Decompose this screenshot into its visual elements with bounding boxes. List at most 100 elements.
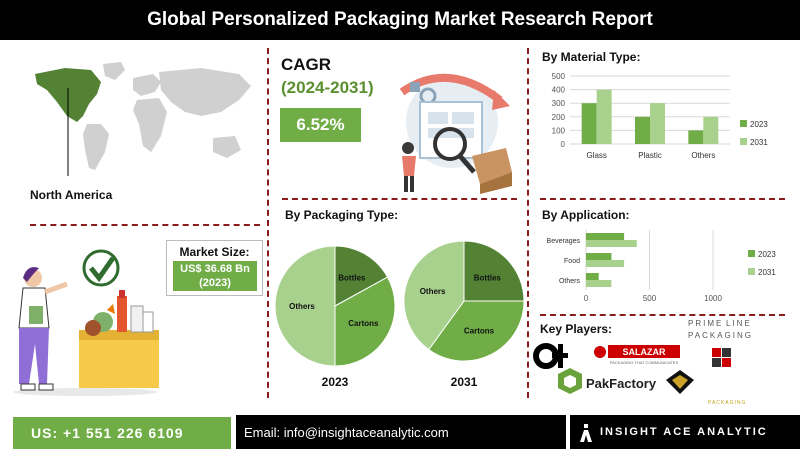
market-size-value: US$ 36.68 Bn (2023) — [173, 261, 257, 291]
logo-prime-line: PRIME LINE PACKAGING — [688, 319, 753, 340]
material-x-tick: Plastic — [638, 151, 662, 160]
application-bar-beverages-2023 — [586, 233, 625, 240]
divider-application — [540, 314, 785, 316]
pie-slice-label: Bottles — [338, 274, 366, 283]
pie-slice-label: Cartons — [464, 326, 495, 335]
material-x-tick: Others — [691, 151, 715, 160]
material-bar-glass-2023 — [581, 103, 597, 144]
market-size-amount: US$ 36.68 Bn — [180, 263, 250, 275]
pie-slice-others-2031 — [403, 240, 465, 351]
packaging-section-title: By Packaging Type: — [285, 208, 399, 222]
title-bar: Global Personalized Packaging Market Res… — [0, 0, 800, 40]
material-y-tick: 100 — [552, 126, 566, 135]
divider-left — [267, 48, 269, 398]
primeline-text-2: LINE — [726, 319, 752, 328]
pie-slice-label: Cartons — [348, 319, 379, 328]
material-bar-glass-2031 — [596, 89, 612, 144]
material-legend-label: 2023 — [750, 120, 768, 129]
pie-slice-others-2023 — [274, 245, 336, 367]
map-greenland — [103, 62, 125, 80]
material-legend-swatch — [740, 120, 747, 127]
logo-fabx — [712, 348, 731, 367]
application-y-tick: Others — [559, 278, 581, 285]
pie-slice-label: Others — [420, 287, 446, 296]
market-size-label: Market Size: — [179, 245, 250, 259]
material-x-tick: Glass — [586, 151, 606, 160]
salazar-tagline: PACKAGING THAT COMMUNICATES — [610, 360, 679, 365]
material-legend-label: 2031 — [750, 138, 768, 147]
salazar-text: SALAZAR — [623, 347, 666, 357]
primeline-text-1: PRIME — [688, 319, 723, 328]
application-bar-food-2023 — [586, 253, 612, 260]
cagr-period: (2024-2031) — [281, 78, 374, 97]
material-y-tick: 300 — [552, 99, 566, 108]
region-label: North America — [30, 188, 113, 202]
pie-slice-label: Bottles — [474, 274, 502, 283]
phone-number[interactable]: US: +1 551 226 6109 — [13, 417, 231, 449]
pakfactory-text: PakFactory — [586, 376, 657, 391]
divider-map — [30, 224, 260, 226]
application-bar-others-2031 — [586, 280, 612, 287]
material-section-title: By Material Type: — [542, 50, 641, 64]
logo-pakfactory: PakFactory — [558, 368, 657, 394]
application-legend-label: 2031 — [758, 268, 776, 277]
map-australia — [213, 136, 241, 158]
application-bar-beverages-2031 — [586, 240, 637, 247]
application-x-tick: 1000 — [704, 294, 722, 303]
pie-year-label: 2023 — [322, 375, 349, 389]
brand-text: INSIGHT ACE ANALYTIC — [600, 426, 768, 438]
map-south-america — [83, 124, 109, 170]
material-y-tick: 0 — [561, 140, 566, 149]
brand-logo-icon — [580, 424, 592, 442]
divider-material — [540, 198, 785, 200]
application-legend-swatch — [748, 268, 755, 275]
map-europe — [133, 74, 161, 96]
application-legend-label: 2023 — [758, 250, 776, 259]
shopping-illustration — [13, 249, 159, 396]
logo-salazar: SALAZAR PACKAGING THAT COMMUNICATES — [594, 345, 680, 365]
pie-slice-bottles-2031 — [463, 240, 525, 302]
market-size-year: (2023) — [199, 277, 231, 289]
material-bar-plastic-2023 — [635, 116, 650, 144]
material-bar-others-2031 — [703, 116, 719, 144]
pie-slice-cartons-2031 — [428, 300, 525, 362]
application-x-tick: 500 — [643, 294, 657, 303]
market-size-box: Market Size: US$ 36.68 Bn (2023) — [166, 240, 263, 296]
divider-cagr — [282, 198, 517, 200]
material-bar-others-2023 — [688, 130, 704, 144]
application-bar-food-2031 — [586, 260, 625, 267]
cagr-title: CAGR — [281, 55, 332, 74]
packaging-pie-charts: Bottles Cartons Others 2023 Bottles Cartons Ot… — [274, 240, 525, 389]
world-map — [35, 62, 251, 176]
email-address[interactable]: Email: info@insightaceanalytic.com — [236, 415, 566, 449]
material-bar-plastic-2031 — [650, 103, 665, 144]
application-section-title: By Application: — [542, 208, 630, 222]
map-asia — [159, 68, 251, 116]
footer: US: +1 551 226 6109 Email: info@insighta… — [0, 412, 800, 450]
pie-year-label: 2031 — [451, 375, 478, 389]
map-africa — [133, 98, 167, 152]
primeline-sub: PACKAGING — [688, 331, 753, 340]
material-bar-chart: 0 100 200 300 400 500 Glass Plastic Others 2023 20… — [552, 72, 769, 160]
application-legend-swatch — [748, 250, 755, 257]
players-section-title: Key Players: — [540, 322, 613, 336]
pie-slice-label: Others — [289, 302, 315, 311]
application-x-tick: 0 — [584, 294, 589, 303]
application-bar-chart: 0 500 1000 Beverages Food Others 2023 2031 — [547, 230, 776, 303]
divider-right — [527, 48, 529, 398]
application-bar-others-2023 — [586, 273, 599, 280]
material-y-tick: 500 — [552, 72, 566, 81]
material-y-tick: 400 — [552, 86, 566, 95]
cagr-value: 6.52% — [280, 108, 361, 142]
page-title: Global Personalized Packaging Market Res… — [147, 9, 653, 30]
logo-owens-illinois — [533, 343, 568, 369]
packaging-text: PACKAGING — [708, 400, 746, 406]
pie-slice-bottles-2023 — [334, 245, 389, 307]
brand-name: INSIGHT ACE ANALYTIC — [570, 415, 800, 449]
analytics-illustration — [399, 73, 512, 194]
key-players-logos: SALAZAR PACKAGING THAT COMMUNICATES PRIM… — [533, 319, 753, 406]
application-y-tick: Food — [564, 258, 580, 265]
logo-packaging-diamond: PACKAGING — [666, 370, 746, 406]
application-y-tick: Beverages — [547, 238, 581, 245]
material-legend-swatch — [740, 138, 747, 145]
